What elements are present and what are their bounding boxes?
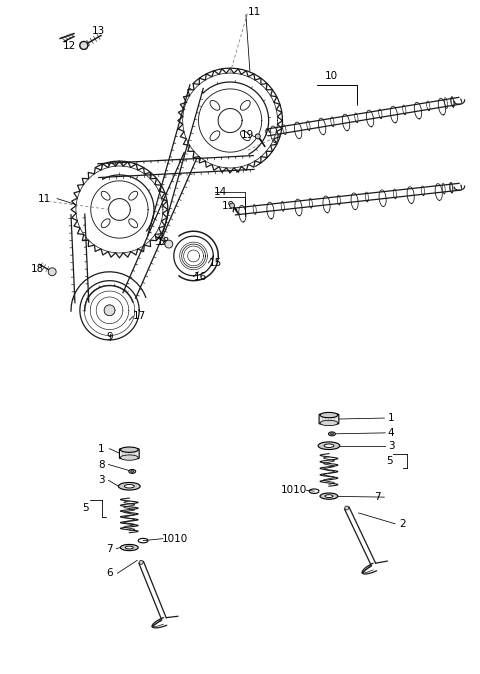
Ellipse shape [318, 442, 340, 450]
Text: 11: 11 [248, 7, 262, 17]
Text: 2: 2 [399, 519, 406, 529]
Ellipse shape [328, 432, 336, 436]
Ellipse shape [240, 131, 250, 141]
Ellipse shape [120, 545, 138, 551]
Ellipse shape [131, 470, 134, 472]
Ellipse shape [324, 444, 334, 448]
Text: 7: 7 [106, 543, 113, 553]
Ellipse shape [240, 100, 250, 111]
Ellipse shape [129, 470, 136, 473]
Text: 12: 12 [62, 41, 76, 51]
Ellipse shape [125, 546, 133, 549]
Text: 1010: 1010 [281, 485, 308, 495]
Ellipse shape [210, 131, 220, 141]
Ellipse shape [124, 485, 134, 488]
Circle shape [229, 203, 235, 208]
Ellipse shape [101, 219, 110, 228]
Text: 5: 5 [83, 503, 89, 513]
Text: 16: 16 [194, 272, 207, 282]
Text: 8: 8 [98, 460, 105, 470]
Text: 5: 5 [386, 456, 393, 466]
Text: 4: 4 [388, 428, 395, 438]
Ellipse shape [119, 483, 140, 490]
Text: 13: 13 [92, 26, 105, 36]
Ellipse shape [320, 421, 338, 426]
Circle shape [80, 42, 88, 49]
Text: 15: 15 [209, 258, 222, 268]
Text: 6: 6 [106, 568, 113, 578]
Text: 14: 14 [214, 187, 227, 197]
Ellipse shape [120, 447, 138, 452]
Text: 10: 10 [324, 71, 337, 81]
Circle shape [255, 134, 260, 139]
Text: 19: 19 [241, 130, 254, 140]
Ellipse shape [120, 455, 138, 460]
Text: 7: 7 [374, 492, 381, 502]
FancyBboxPatch shape [120, 449, 139, 458]
Ellipse shape [210, 100, 220, 111]
Text: 1: 1 [98, 443, 105, 454]
Circle shape [48, 268, 56, 276]
Text: 3: 3 [98, 475, 105, 485]
Text: 18: 18 [157, 237, 170, 247]
Circle shape [104, 305, 115, 315]
Ellipse shape [330, 433, 334, 435]
Text: 1: 1 [388, 413, 395, 423]
Text: 17: 17 [132, 311, 146, 321]
Ellipse shape [320, 493, 338, 499]
Ellipse shape [101, 191, 110, 200]
Ellipse shape [325, 495, 333, 497]
Text: 9: 9 [106, 332, 113, 342]
Text: 18: 18 [31, 264, 44, 274]
Text: 19: 19 [221, 201, 235, 210]
Text: 11: 11 [37, 193, 51, 204]
Circle shape [345, 506, 349, 510]
Ellipse shape [320, 412, 338, 418]
Ellipse shape [129, 219, 138, 228]
FancyBboxPatch shape [319, 414, 339, 424]
Circle shape [139, 560, 143, 564]
Text: 1010: 1010 [162, 534, 188, 544]
Circle shape [165, 240, 173, 248]
Text: 3: 3 [388, 441, 395, 451]
Ellipse shape [129, 191, 138, 200]
